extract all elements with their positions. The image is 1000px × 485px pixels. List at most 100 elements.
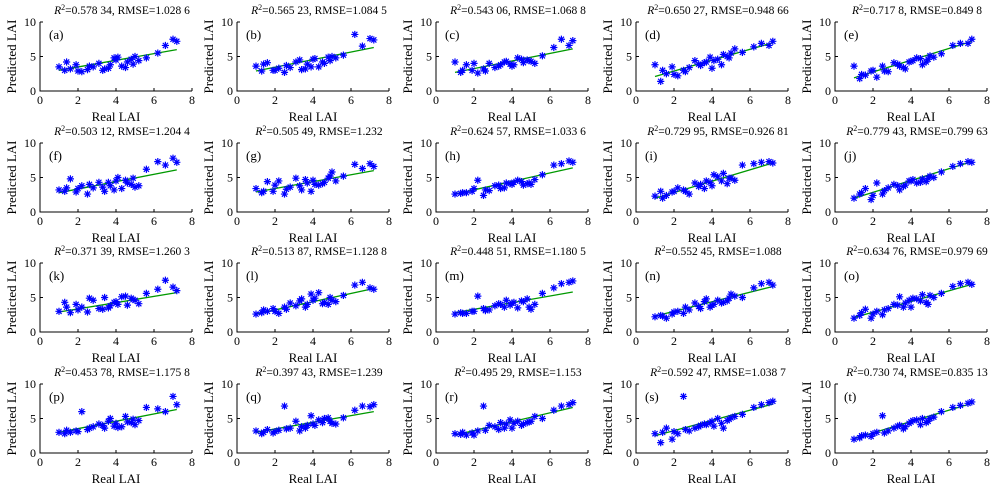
data-point — [328, 296, 336, 304]
data-point — [315, 416, 323, 424]
y-axis-label: Predicted LAI — [201, 381, 216, 455]
data-point — [899, 182, 907, 191]
data-point — [670, 70, 678, 79]
data-point — [497, 184, 505, 193]
data-point — [858, 70, 866, 79]
y-tick-label: 10 — [24, 377, 36, 391]
stats-values: =0.543 06, RMSE=1.068 8 — [461, 5, 586, 17]
data-point — [565, 41, 573, 50]
data-point — [123, 179, 131, 187]
x-tick-label: 8 — [785, 455, 791, 469]
data-point — [731, 176, 739, 184]
data-point — [275, 309, 283, 317]
data-point — [710, 57, 718, 65]
r-squared-symbol: R — [254, 367, 262, 379]
panel-letter: (a) — [49, 27, 63, 42]
x-tick-label: 6 — [151, 334, 157, 348]
data-point — [550, 161, 558, 169]
data-point — [714, 414, 722, 423]
data-point — [83, 66, 92, 74]
data-point — [867, 67, 875, 75]
data-point — [118, 184, 126, 193]
panel-letter: (i) — [645, 148, 657, 163]
superscript-2: 2 — [461, 365, 465, 374]
data-point — [550, 43, 558, 52]
data-point — [104, 304, 112, 312]
y-tick-label: 5 — [825, 291, 831, 305]
data-point — [72, 300, 80, 308]
y-tick-label: 5 — [30, 412, 36, 426]
panel-letter: (t) — [844, 389, 856, 404]
stats-values: =0.495 29, RMSE=1.153 — [465, 367, 581, 379]
data-point — [918, 175, 926, 183]
y-tick-label: 5 — [227, 291, 233, 305]
data-point — [99, 421, 107, 429]
x-tick-label: 2 — [471, 334, 477, 348]
data-point — [899, 303, 907, 311]
data-point — [301, 175, 309, 184]
data-point — [956, 160, 964, 168]
data-point — [717, 177, 726, 185]
panel-letter: (c) — [445, 27, 459, 42]
y-tick-label: 5 — [426, 171, 432, 185]
data-point — [358, 164, 366, 173]
data-point — [468, 187, 476, 195]
data-point — [78, 182, 86, 190]
stats-values: =0.503 12, RMSE=1.204 4 — [65, 126, 190, 138]
data-point — [263, 59, 271, 67]
data-point — [681, 425, 689, 434]
data-point — [292, 417, 300, 425]
x-tick-label: 8 — [984, 214, 990, 228]
y-tick-label: 0 — [825, 325, 831, 339]
data-point — [659, 428, 667, 436]
panel-letter: (g) — [246, 148, 261, 163]
data-point — [691, 179, 699, 187]
data-point — [303, 300, 311, 308]
data-point — [296, 56, 304, 64]
data-point — [674, 184, 682, 192]
x-tick-label: 8 — [386, 214, 392, 228]
panel-letter: (e) — [844, 27, 858, 42]
x-tick-label: 8 — [189, 455, 195, 469]
data-point — [905, 296, 913, 304]
x-tick-label: 8 — [785, 334, 791, 348]
y-tick-label: 0 — [426, 84, 432, 98]
y-tick-label: 0 — [626, 325, 632, 339]
y-tick-label: 0 — [426, 446, 432, 460]
data-point — [307, 412, 315, 420]
x-axis-label: Real LAI — [887, 230, 936, 245]
data-point — [78, 68, 86, 76]
subplot-j: R2=0.779 43, RMSE=0.799 630 2 4 6 80510Real … — [799, 124, 990, 245]
data-point — [691, 299, 699, 307]
superscript-2: 2 — [262, 124, 266, 133]
y-tick-label: 5 — [825, 412, 831, 426]
data-point — [135, 57, 143, 65]
data-point — [968, 280, 976, 288]
y-axis-label: Predicted LAI — [600, 260, 615, 334]
data-point — [61, 430, 69, 438]
data-point — [161, 161, 169, 169]
data-point — [83, 308, 92, 316]
data-point — [118, 423, 126, 431]
y-tick-label: 5 — [227, 412, 233, 426]
data-point — [280, 68, 289, 76]
data-point — [856, 311, 864, 320]
panel-letter: (j) — [844, 148, 856, 163]
data-point — [913, 416, 921, 424]
data-point — [937, 168, 945, 176]
superscript-2: 2 — [853, 244, 857, 253]
data-point — [470, 307, 478, 315]
data-point — [918, 414, 926, 423]
y-tick-label: 0 — [825, 84, 831, 98]
data-point — [527, 417, 535, 425]
x-tick-label: 8 — [585, 214, 591, 228]
data-point — [922, 58, 930, 66]
data-point — [880, 187, 888, 195]
x-tick-label: 2 — [471, 214, 477, 228]
data-point — [78, 303, 86, 311]
x-axis-label: Real LAI — [688, 471, 737, 485]
data-point — [95, 420, 103, 428]
